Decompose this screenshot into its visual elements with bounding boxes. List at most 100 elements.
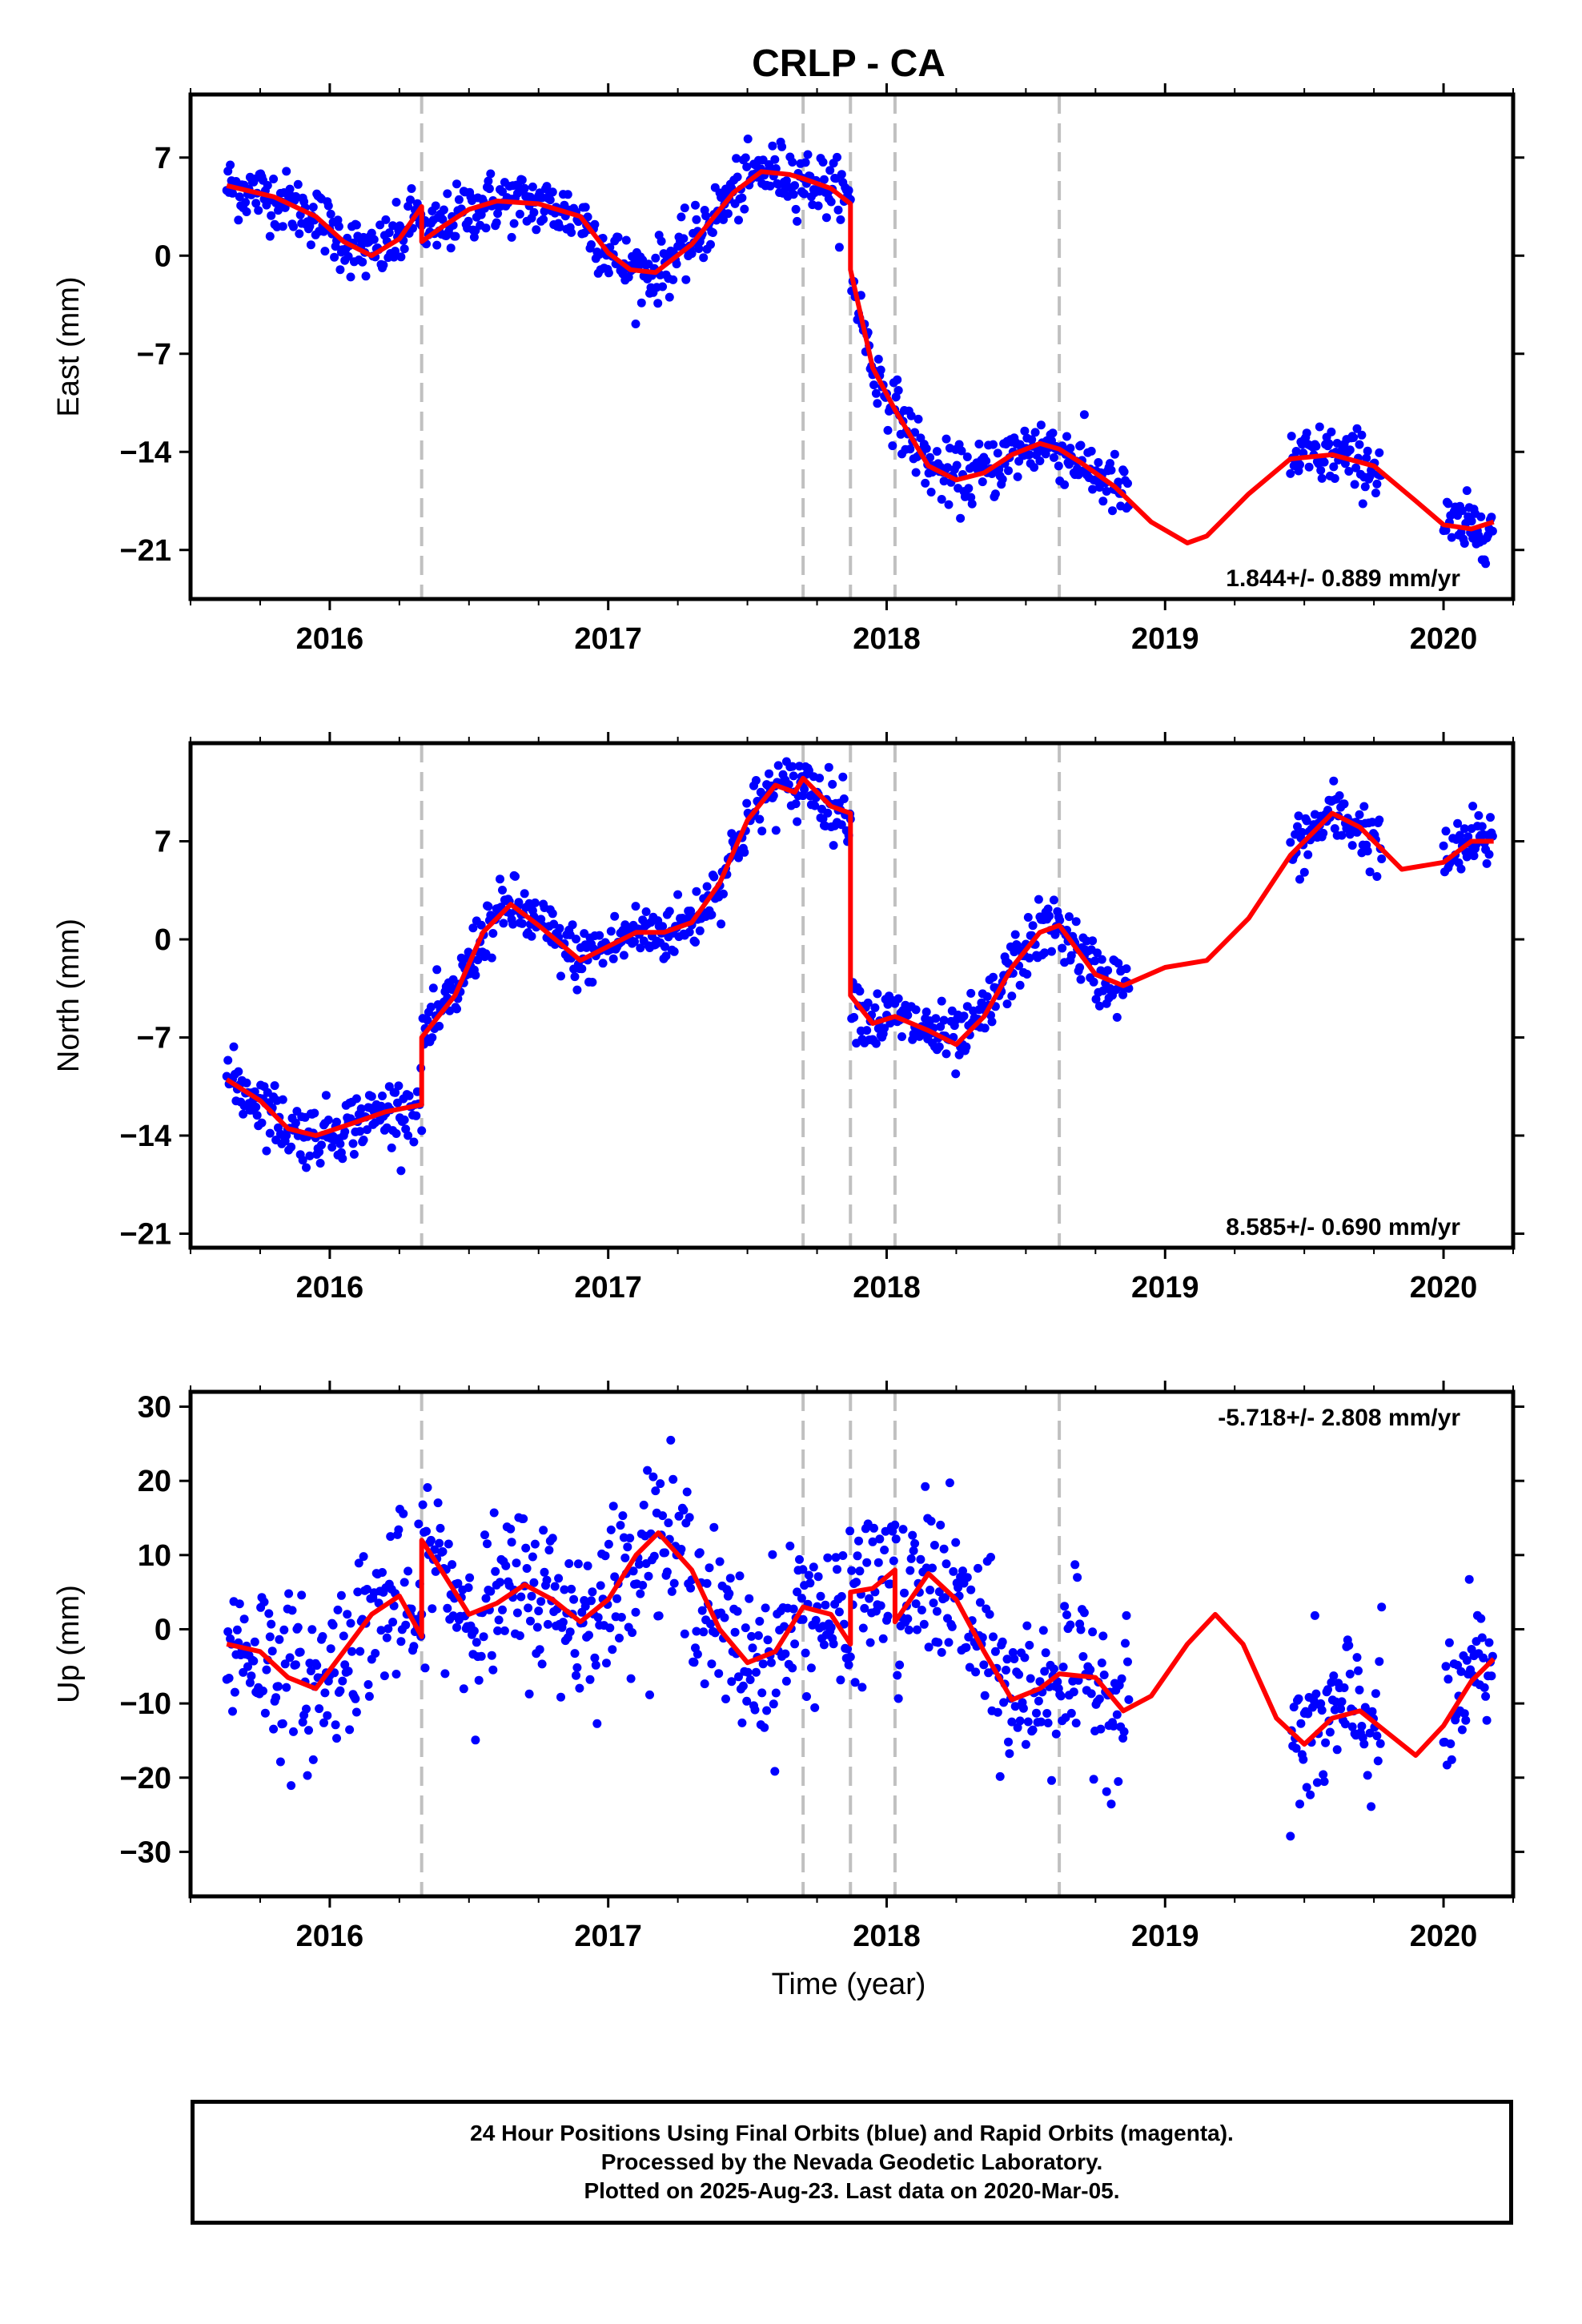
- data-point: [1375, 448, 1384, 457]
- data-point: [1094, 1001, 1104, 1011]
- data-point: [753, 1630, 763, 1640]
- x-tick-label: 2016: [296, 1920, 364, 1953]
- panels: 2016 2017 2018 2019 2020 7 0 −7 −14 −21 East (mm) 1…: [52, 83, 1524, 1953]
- data-point: [1375, 1739, 1385, 1748]
- data-point: [250, 1637, 259, 1647]
- data-point: [1007, 991, 1017, 1001]
- data-point: [1482, 1715, 1492, 1725]
- data-point: [522, 1564, 532, 1573]
- data-point: [232, 1625, 242, 1634]
- data-point: [488, 929, 498, 938]
- data-point: [1076, 975, 1086, 984]
- data-point: [1487, 513, 1496, 522]
- data-point: [989, 972, 998, 982]
- data-point: [825, 166, 835, 175]
- data-point: [1447, 1755, 1456, 1764]
- x-tick-label: 2017: [574, 622, 642, 656]
- data-point: [910, 428, 920, 437]
- data-point: [400, 1115, 409, 1124]
- data-point: [1007, 1717, 1017, 1727]
- data-point: [692, 1626, 701, 1636]
- data-point: [893, 386, 903, 395]
- data-point: [1302, 816, 1311, 826]
- data-point: [516, 1592, 526, 1602]
- data-point: [570, 972, 580, 982]
- x-tick-label: 2019: [1131, 1271, 1199, 1305]
- data-point: [243, 1662, 252, 1671]
- data-point: [875, 1534, 885, 1544]
- data-point: [608, 1645, 617, 1655]
- data-point: [512, 1558, 521, 1568]
- data-point: [1484, 1638, 1494, 1647]
- data-point: [1480, 1683, 1489, 1692]
- data-point: [990, 1647, 1000, 1656]
- data-point: [1047, 1775, 1056, 1785]
- data-point: [335, 265, 345, 275]
- data-point: [785, 1542, 795, 1550]
- data-point: [707, 1659, 717, 1669]
- data-point: [793, 1587, 802, 1597]
- data-point: [849, 1012, 859, 1022]
- data-point: [278, 1095, 287, 1104]
- data-point: [962, 1573, 972, 1582]
- data-point: [1488, 831, 1497, 841]
- data-point: [1296, 1719, 1306, 1728]
- data-point: [1321, 1738, 1331, 1747]
- data-point: [530, 1539, 540, 1549]
- data-point: [388, 1618, 398, 1626]
- data-point: [587, 240, 596, 249]
- data-point: [717, 919, 726, 929]
- data-point: [755, 1617, 765, 1626]
- data-point: [964, 484, 974, 493]
- data-point: [310, 1108, 319, 1118]
- data-point: [911, 1599, 921, 1609]
- data-point: [388, 221, 398, 231]
- data-point: [1023, 913, 1033, 922]
- data-point: [319, 1718, 328, 1727]
- data-point: [631, 320, 640, 328]
- data-point: [464, 216, 473, 226]
- data-point: [903, 1614, 913, 1623]
- data-point: [742, 162, 752, 171]
- data-point: [806, 1663, 816, 1673]
- data-point: [422, 1526, 431, 1536]
- data-point: [472, 1638, 481, 1647]
- data-point: [1103, 966, 1113, 975]
- data-point: [1075, 963, 1085, 972]
- data-point: [932, 447, 942, 456]
- data-point: [452, 1622, 461, 1632]
- data-point: [1325, 1727, 1335, 1737]
- data-point: [735, 1571, 745, 1581]
- data-point: [444, 1539, 453, 1549]
- data-point: [883, 1611, 893, 1621]
- data-point: [685, 927, 694, 937]
- data-point: [267, 1647, 277, 1656]
- data-point: [1049, 452, 1058, 462]
- data-point: [1460, 539, 1469, 548]
- data-point: [315, 1704, 324, 1714]
- data-point: [824, 762, 833, 772]
- data-point: [1123, 479, 1132, 489]
- data-point: [418, 1500, 428, 1510]
- data-point: [906, 1554, 916, 1563]
- data-point: [1330, 824, 1339, 834]
- data-point: [1047, 947, 1056, 956]
- data-point: [845, 1652, 855, 1662]
- data-point: [895, 1660, 905, 1670]
- data-point: [765, 769, 773, 778]
- data-point: [644, 1571, 653, 1581]
- data-point: [1363, 1771, 1372, 1780]
- data-point: [1371, 1689, 1380, 1699]
- data-point: [876, 365, 885, 375]
- data-point: [1102, 1787, 1111, 1796]
- data-point: [1355, 810, 1364, 819]
- data-point: [1456, 528, 1466, 537]
- data-point: [435, 1538, 444, 1548]
- data-point: [1310, 1610, 1319, 1620]
- data-point: [262, 1146, 271, 1156]
- data-point: [1097, 955, 1106, 964]
- data-point: [631, 902, 640, 911]
- data-point: [468, 923, 478, 933]
- data-point: [810, 801, 820, 810]
- data-point: [745, 1675, 755, 1684]
